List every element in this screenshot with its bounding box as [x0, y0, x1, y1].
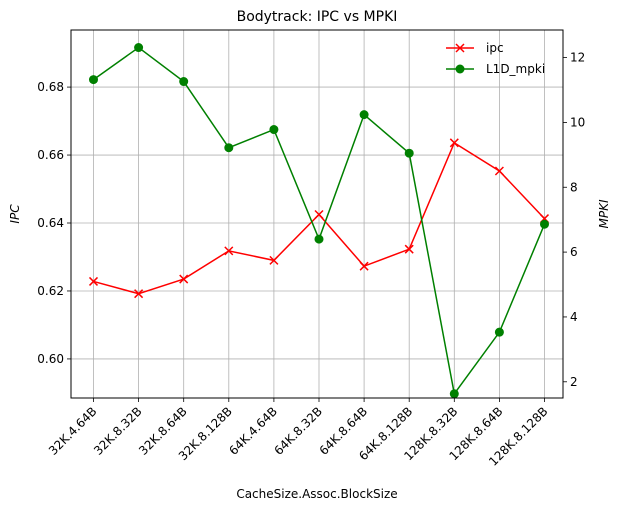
data-point-l1d-mpki [224, 143, 234, 153]
data-point-l1d-mpki [179, 77, 189, 87]
y-left-tick-label: 0.66 [37, 148, 64, 162]
data-point-l1d-mpki [540, 219, 549, 229]
data-point-l1d-mpki [134, 43, 144, 53]
y-right-tick-label: 4 [570, 310, 578, 324]
data-point-l1d-mpki [89, 75, 98, 85]
legend-entry-l1d-mpki: L1D_mpki [446, 62, 545, 76]
data-point-ipc [494, 166, 504, 176]
y-left-tick-label: 0.62 [37, 284, 64, 298]
legend-label-l1d-mpki: L1D_mpki [486, 62, 545, 76]
data-point-ipc [88, 276, 99, 286]
legend-entry-ipc: ipc [446, 41, 504, 55]
plot-frame [70, 29, 564, 399]
legend-label-ipc: ipc [486, 41, 504, 55]
y-axis-left: 0.60 0.62 0.64 0.66 0.68 [37, 80, 71, 366]
data-point-ipc [359, 261, 369, 271]
y-right-tick-label: 12 [570, 51, 585, 65]
data-point-ipc [449, 138, 459, 148]
y-right-tick-label: 6 [570, 245, 578, 259]
y-left-tick-label: 0.60 [37, 352, 64, 366]
y-right-tick-label: 10 [570, 115, 585, 129]
y-left-tick-label: 0.68 [37, 80, 64, 94]
data-point-ipc [269, 255, 279, 265]
data-point-ipc [134, 289, 144, 299]
data-point-ipc [314, 209, 324, 220]
data-point-ipc [404, 244, 414, 254]
data-point-l1d-mpki [494, 327, 504, 337]
y-right-tick-label: 8 [570, 180, 578, 194]
x-axis-label: CacheSize.Assoc.BlockSize [236, 487, 397, 501]
data-point-l1d-mpki [314, 234, 324, 244]
series-layer [88, 43, 550, 399]
data-point-l1d-mpki [269, 125, 279, 135]
y-right-tick-label: 2 [570, 375, 578, 389]
y-left-tick-label: 0.64 [37, 216, 64, 230]
y-axis-left-label: IPC [8, 204, 22, 224]
data-point-l1d-mpki [359, 110, 369, 120]
data-point-l1d-mpki [404, 148, 414, 158]
data-point-l1d-mpki [449, 389, 459, 399]
chart-title: Bodytrack: IPC vs MPKI [237, 9, 398, 25]
data-point-ipc [179, 274, 189, 284]
y-axis-right-label: MPKI [597, 199, 611, 228]
legend: ipc L1D_mpki [446, 41, 545, 76]
y-axis-right: 2 4 6 8 10 12 [563, 51, 585, 389]
data-point-ipc [224, 246, 234, 256]
